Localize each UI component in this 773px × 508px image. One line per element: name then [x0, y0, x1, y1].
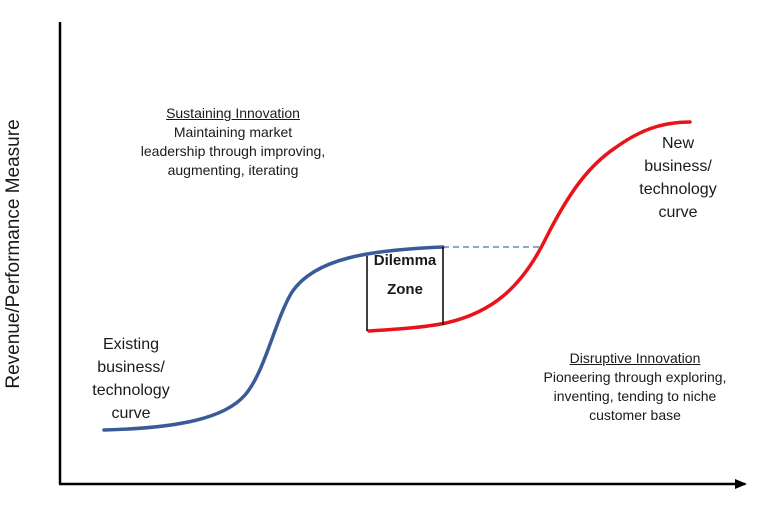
new-label-line-3: technology [639, 181, 717, 198]
disruptive-line-1: Pioneering through exploring, [543, 369, 727, 385]
existing-label-line-4: curve [111, 405, 151, 422]
new-curve-label: New business/ technology curve [618, 132, 738, 224]
existing-curve-label: Existing business/ technology curve [76, 333, 186, 425]
sustaining-line-1: Maintaining market [173, 124, 293, 140]
new-technology-curve [367, 120, 692, 333]
new-label-line-4: curve [658, 204, 698, 221]
dilemma-label-line-2: Zone [387, 281, 423, 298]
disruptive-line-2: inventing, tending to niche [553, 388, 717, 404]
existing-label-line-1: Existing [102, 336, 160, 353]
sustaining-innovation-block: Sustaining Innovation Maintaining market… [108, 104, 358, 180]
new-label-line-2: business/ [644, 158, 712, 175]
new-label-line-1: New [661, 135, 694, 152]
disruptive-innovation-heading: Disruptive Innovation [569, 350, 701, 366]
dilemma-label-line-1: Dilemma [373, 252, 437, 269]
disruptive-innovation-block: Disruptive Innovation Pioneering through… [510, 349, 760, 425]
sustaining-line-3: augmenting, iterating [167, 162, 299, 178]
existing-technology-curve [102, 245, 445, 432]
disruptive-line-3: customer base [589, 407, 681, 423]
dilemma-zone-label: Dilemma Zone [367, 252, 443, 298]
sustaining-innovation-heading: Sustaining Innovation [166, 105, 300, 121]
y-axis-label: Revenue/Performance Measure [3, 119, 24, 389]
existing-label-line-3: technology [92, 382, 170, 399]
sustaining-line-2: leadership through improving, [140, 143, 326, 159]
existing-label-line-2: business/ [97, 359, 165, 376]
